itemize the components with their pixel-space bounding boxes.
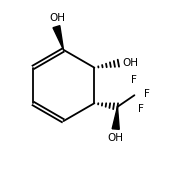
- Text: OH: OH: [49, 13, 65, 23]
- Polygon shape: [112, 107, 119, 129]
- Text: F: F: [144, 89, 150, 99]
- Text: F: F: [131, 75, 137, 85]
- Text: OH: OH: [108, 133, 124, 143]
- Text: OH: OH: [123, 58, 139, 68]
- Text: F: F: [138, 104, 144, 114]
- Polygon shape: [53, 26, 63, 50]
